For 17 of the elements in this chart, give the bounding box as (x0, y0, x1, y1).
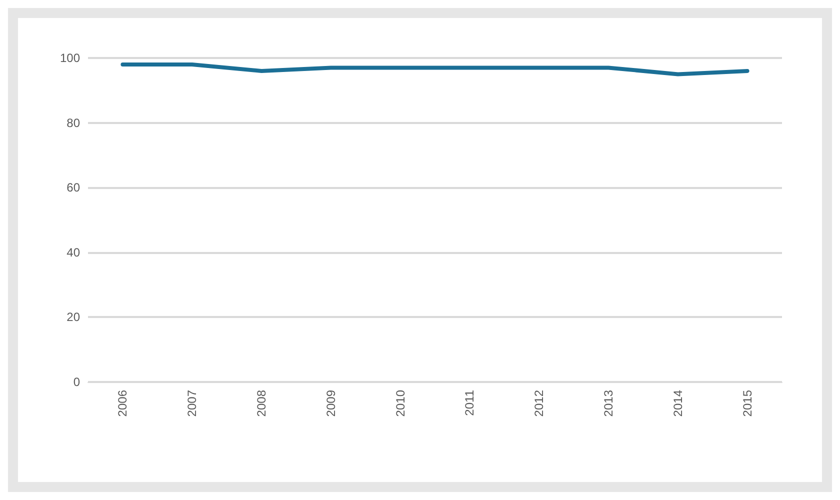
y-tick-label: 60 (66, 180, 80, 195)
x-tick-label: 2009 (324, 390, 338, 417)
x-tick-label: 2011 (462, 390, 477, 416)
x-tick-label: 2010 (393, 390, 408, 417)
x-tick-label: 2013 (602, 390, 616, 417)
y-tick-label: 80 (66, 116, 80, 130)
line-series (120, 62, 750, 76)
y-tick-label: 0 (73, 375, 80, 389)
x-tick-label: 2014 (670, 390, 685, 417)
y-tick-label: 40 (66, 245, 80, 260)
y-tick-label: 100 (60, 51, 80, 65)
x-tick-label: 2012 (532, 390, 546, 417)
x-tick-label: 2008 (254, 390, 268, 417)
x-tick-label: 2006 (116, 390, 130, 417)
y-tick-label: 20 (66, 310, 80, 324)
x-tick-label: 2007 (185, 390, 200, 417)
x-tick-label: 2015 (740, 390, 754, 417)
